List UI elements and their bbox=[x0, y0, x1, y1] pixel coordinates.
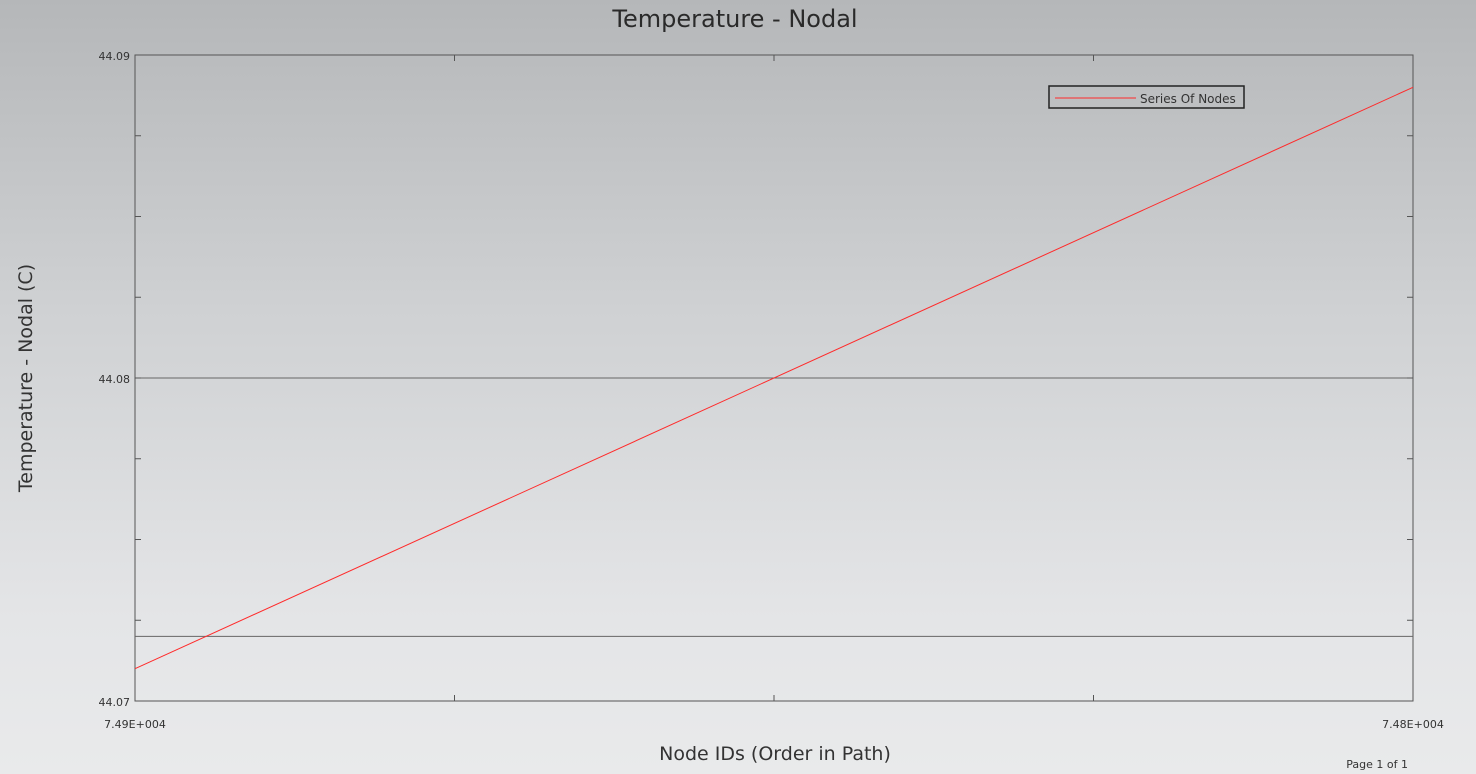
y-axis-label: Temperature - Nodal (C) bbox=[15, 264, 37, 493]
legend-box bbox=[1048, 85, 1245, 109]
x-axis-label: Node IDs (Order in Path) bbox=[659, 743, 891, 765]
gridlines bbox=[135, 377, 1413, 637]
y-tick-labels: 44.07 44.08 44.09 bbox=[99, 50, 131, 709]
page-indicator: Page 1 of 1 bbox=[1346, 758, 1408, 771]
series-line-0 bbox=[134, 86, 1414, 670]
chart-title: Temperature - Nodal bbox=[611, 5, 857, 33]
y-tick-label-2: 44.09 bbox=[99, 50, 131, 63]
x-tick-label-0: 7.49E+004 bbox=[104, 718, 166, 731]
legend: Series Of Nodes bbox=[1048, 85, 1245, 109]
x-tick-labels: 7.49E+004 7.48E+004 bbox=[104, 718, 1444, 731]
legend-entry-series-of-nodes: Series Of Nodes bbox=[1140, 92, 1236, 106]
axis-ticks bbox=[134, 54, 1414, 702]
x-tick-label-1: 7.48E+004 bbox=[1382, 718, 1444, 731]
y-tick-label-1: 44.08 bbox=[99, 373, 131, 386]
y-tick-label-0: 44.07 bbox=[99, 696, 131, 709]
series-lines bbox=[134, 86, 1414, 670]
